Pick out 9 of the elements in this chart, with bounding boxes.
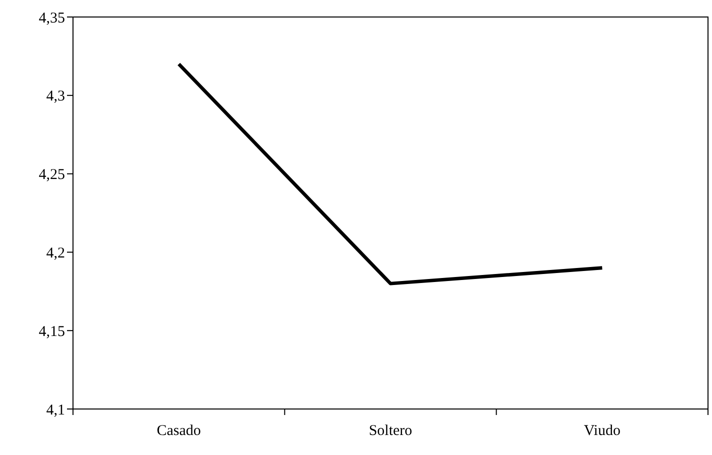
- x-tick-label: Viudo: [584, 423, 620, 439]
- y-tick-label: 4,3: [46, 88, 65, 105]
- x-tick-label: Soltero: [368, 423, 412, 439]
- y-tick-label: 4,35: [38, 10, 65, 26]
- y-tick-label: 4,1: [46, 402, 65, 418]
- x-tick-label: Casado: [156, 423, 201, 439]
- y-tick-label: 4,25: [38, 167, 65, 184]
- y-tick-label: 4,2: [46, 245, 65, 262]
- y-tick-label: 4,15: [38, 324, 65, 340]
